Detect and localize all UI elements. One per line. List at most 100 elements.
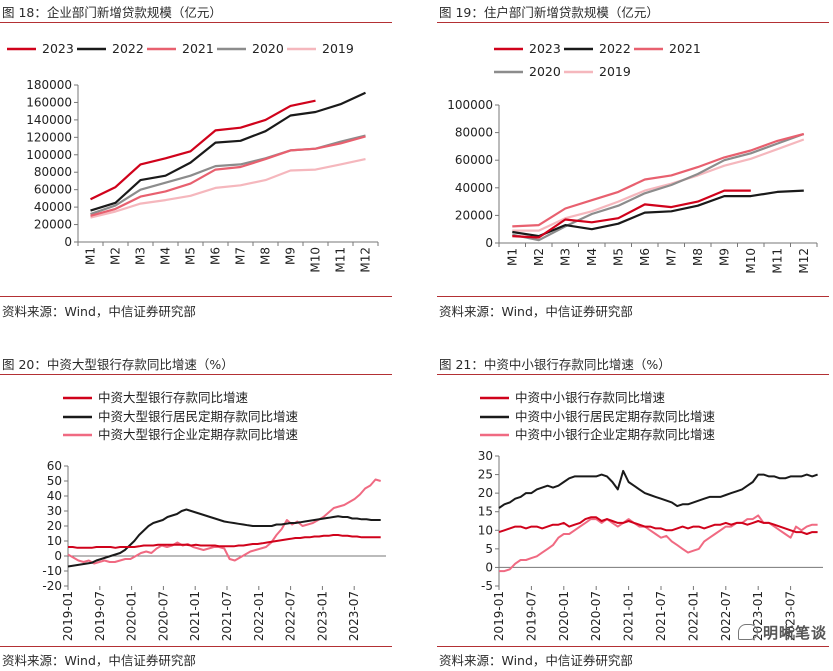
x-tick-label: M2 <box>532 248 546 266</box>
chart-title: 图 19：住户部门新增贷款规模（亿元） <box>437 4 829 23</box>
y-tick-label: 160000 <box>26 95 72 109</box>
chart-panel-20: 图 20：中资大型银行存款同比增速（%） 中资大型银行存款同比增速 中资大型银行居… <box>0 356 392 668</box>
chart-source: 资料来源：Wind，中信证券研究部 <box>2 653 196 668</box>
x-tick-label: 2021-01 <box>188 591 202 641</box>
y-tick-label: 40 <box>47 489 62 503</box>
x-tick-label: M6 <box>638 248 652 266</box>
x-tick-label: M4 <box>159 247 173 265</box>
series-line <box>512 132 805 228</box>
legend-label: 2023 <box>42 41 74 56</box>
x-tick-label: 2019-07 <box>524 591 538 641</box>
chart-title: 图 21：中资中小银行存款同比增速（%） <box>437 356 829 375</box>
legend-label: 2020 <box>252 41 284 56</box>
y-tick-label: 0 <box>54 549 62 563</box>
legend-label: 中资大型银行企业定期存款同比增速 <box>98 427 299 442</box>
x-tick-label: M5 <box>611 248 625 266</box>
x-tick-label: 2019-01 <box>61 591 75 641</box>
series-line <box>67 478 381 565</box>
x-tick-label: 2023-07 <box>784 591 798 641</box>
x-tick-label: 2020-07 <box>589 591 603 641</box>
x-tick-label: M3 <box>558 248 572 266</box>
x-tick-label: 2023-01 <box>315 591 329 641</box>
legend-label: 中资中小银行居民定期存款同比增速 <box>515 409 716 424</box>
y-tick-label: 5 <box>485 542 493 556</box>
y-tick-label: 120000 <box>26 130 72 144</box>
x-tick-label: M7 <box>234 247 248 265</box>
x-tick-label: M2 <box>109 247 123 265</box>
chart-panel-21: 图 21：中资中小银行存款同比增速（%） 中资中小银行存款同比增速中资中小银行居… <box>437 356 829 668</box>
y-tick-label: 50 <box>47 474 62 488</box>
line-chart-svg: 中资大型银行存款同比增速中资大型银行居民定期存款同比增速中资大型银行企业定期存款… <box>42 390 386 641</box>
x-tick-label: M1 <box>84 247 98 265</box>
x-tick-label: 2022-07 <box>284 591 298 641</box>
y-tick-label: 20000 <box>34 218 72 232</box>
x-tick-label: M11 <box>770 248 784 274</box>
x-tick-label: 2020-01 <box>557 591 571 641</box>
legend-label: 2021 <box>669 41 701 56</box>
y-tick-label: 60000 <box>34 183 72 197</box>
source-rule <box>437 646 829 647</box>
chart-title: 图 20：中资大型银行存款同比增速（%） <box>0 356 392 375</box>
x-tick-label: 2019-01 <box>492 591 506 641</box>
x-tick-label: 2020-01 <box>125 591 139 641</box>
y-tick-label: 0 <box>64 235 72 249</box>
x-tick-label: M8 <box>691 248 705 266</box>
wechat-icon <box>737 624 758 640</box>
y-tick-label: 20000 <box>455 208 493 222</box>
x-tick-label: M1 <box>505 248 519 266</box>
chart-source: 资料来源：Wind，中信证券研究部 <box>439 304 633 319</box>
watermark: 明晰笔谈 <box>737 622 827 643</box>
chart-source: 资料来源：Wind，中信证券研究部 <box>439 653 633 668</box>
series-line <box>67 508 381 568</box>
legend-label: 中资大型银行居民定期存款同比增速 <box>98 409 299 424</box>
legend-label: 2020 <box>529 64 561 79</box>
y-tick-label: 140000 <box>26 113 72 127</box>
line-chart-svg: 2023 2022 2021 2020 2019 0 20000 40000 60000 8000… <box>447 41 818 274</box>
x-tick-label: M6 <box>209 247 223 265</box>
y-tick-label: 0 <box>485 236 493 250</box>
y-tick-label: 80000 <box>455 126 493 140</box>
x-tick-label: M9 <box>717 248 731 266</box>
y-tick-label: 100000 <box>26 148 72 162</box>
series-line <box>90 99 316 201</box>
legend-label: 中资中小银行存款同比增速 <box>515 390 666 405</box>
x-tick-label: M10 <box>309 247 323 273</box>
y-tick-label: 10 <box>47 534 62 548</box>
y-tick-label: 10 <box>478 523 493 537</box>
y-tick-label: 100000 <box>447 98 493 112</box>
legend-label: 2022 <box>112 41 144 56</box>
series-line <box>90 158 366 219</box>
legend-label: 2023 <box>529 41 561 56</box>
x-tick-label: 2019-07 <box>93 591 107 641</box>
x-tick-label: 2021-01 <box>622 591 636 641</box>
chart-panel-19: 图 19：住户部门新增贷款规模（亿元） 2023 2022 2021 2020 2019… <box>437 4 829 319</box>
y-tick-label: 60 <box>47 459 62 473</box>
series-line <box>512 132 805 242</box>
x-tick-label: M8 <box>259 247 273 265</box>
series-line <box>498 516 818 535</box>
series-line <box>512 138 805 232</box>
series-line <box>512 189 804 238</box>
y-tick-label: -10 <box>42 564 62 578</box>
y-tick-label: 20 <box>478 486 493 500</box>
x-tick-label: 2020-07 <box>156 591 170 641</box>
y-tick-label: 60000 <box>455 153 493 167</box>
y-tick-label: 0 <box>485 560 493 574</box>
series-line <box>498 469 818 509</box>
chart-panel-18: 图 18：企业部门新增贷款规模（亿元） 2023 2022 2021 2020 2019… <box>0 4 392 319</box>
legend-label: 中资中小银行企业定期存款同比增速 <box>515 427 716 442</box>
legend-label: 2019 <box>322 41 354 56</box>
line-chart-svg: 2023 2022 2021 2020 2019 0 20000 40000 60000 8000… <box>7 41 379 273</box>
x-tick-label: M10 <box>744 248 758 274</box>
y-tick-label: -20 <box>42 579 62 593</box>
x-tick-label: 2022-07 <box>719 591 733 641</box>
watermark-text: 明晰笔谈 <box>762 624 827 642</box>
source-rule <box>0 646 392 647</box>
y-tick-label: 30 <box>478 449 493 463</box>
chart-source: 资料来源：Wind，中信证券研究部 <box>2 304 196 319</box>
x-tick-label: M7 <box>664 248 678 266</box>
y-tick-label: 40000 <box>455 181 493 195</box>
source-rule <box>0 296 392 297</box>
x-tick-label: 2022-01 <box>686 591 700 641</box>
x-tick-label: M3 <box>134 247 148 265</box>
